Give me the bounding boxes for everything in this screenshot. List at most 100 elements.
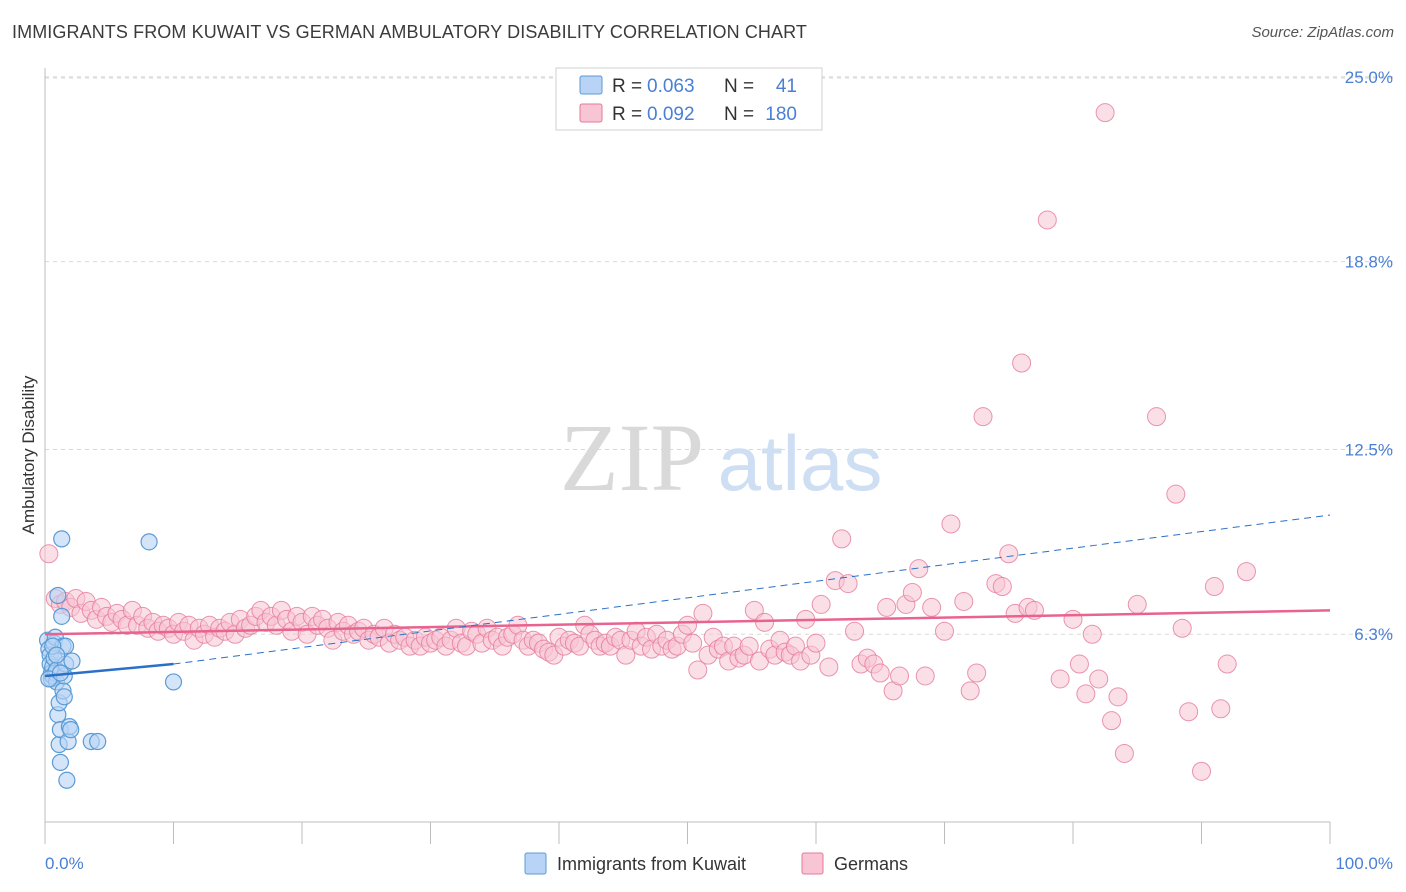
x-tick-label: 100.0% — [1335, 854, 1393, 873]
data-point-germans — [954, 591, 974, 611]
data-point-germans — [890, 666, 910, 686]
x-tick-labels: 0.0% 100.0% — [45, 854, 1393, 873]
data-point-germans — [39, 544, 59, 564]
data-point-germans — [1102, 711, 1122, 731]
data-point-germans — [1082, 624, 1102, 644]
data-point-kuwait — [89, 732, 107, 751]
data-point-germans — [1037, 210, 1057, 230]
watermark: ZIP atlas — [560, 404, 882, 511]
y-tick-label: 12.5% — [1345, 440, 1393, 459]
data-point-germans — [1063, 609, 1083, 629]
data-point-germans — [1172, 618, 1192, 638]
data-point-germans — [909, 559, 929, 579]
chart-title: IMMIGRANTS FROM KUWAIT VS GERMAN AMBULAT… — [12, 22, 807, 42]
data-point-germans — [1166, 484, 1186, 504]
y-tick-label: 18.8% — [1345, 253, 1393, 272]
gridlines — [45, 76, 1395, 635]
data-point-germans — [1179, 702, 1199, 722]
legend-swatch-germans — [801, 852, 824, 875]
data-point-germans — [973, 407, 993, 427]
data-point-kuwait — [51, 753, 70, 771]
legend-swatch-kuwait — [524, 852, 547, 875]
data-point-germans — [1114, 743, 1134, 763]
data-point-germans — [941, 514, 961, 534]
data-point-germans — [755, 612, 775, 632]
axes — [44, 68, 1331, 844]
legend-r-value: 0.092 — [647, 104, 695, 125]
data-point-germans — [811, 594, 831, 614]
legend-n-value: 41 — [776, 76, 797, 97]
legend-n-value: 180 — [765, 104, 797, 125]
data-point-kuwait — [53, 607, 71, 625]
data-point-germans — [870, 663, 890, 683]
data-point-kuwait — [58, 771, 76, 789]
legend-r-label: R = — [612, 76, 642, 97]
data-point-germans — [922, 597, 942, 617]
data-point-germans — [1211, 699, 1231, 719]
kuwait-points — [38, 530, 183, 789]
data-point-germans — [819, 657, 839, 677]
x-tick-label: 0.0% — [45, 854, 84, 873]
data-point-germans — [838, 574, 858, 594]
data-point-germans — [992, 577, 1012, 597]
legend-stats-swatch-blue — [579, 75, 603, 95]
legend-r-label: R = — [612, 104, 642, 125]
data-point-germans — [1012, 353, 1032, 373]
legend-n-label: N = — [724, 76, 754, 97]
data-point-germans — [1069, 654, 1089, 674]
data-point-germans — [1217, 654, 1237, 674]
data-point-germans — [999, 544, 1019, 564]
data-point-germans — [806, 633, 826, 653]
data-point-kuwait — [55, 688, 73, 706]
y-tick-label: 6.3% — [1354, 625, 1393, 644]
data-point-kuwait — [63, 652, 81, 670]
data-point-germans — [683, 633, 703, 653]
trend-line-kuwait — [44, 662, 174, 678]
data-point-germans — [935, 621, 954, 641]
data-point-germans — [832, 529, 852, 549]
data-point-germans — [678, 615, 697, 635]
y-tick-labels: 6.3% 12.5% 18.8% 25.0% — [1345, 68, 1393, 644]
trend-line-germans — [44, 609, 1331, 636]
legend-n-label: N = — [724, 104, 754, 125]
data-point-kuwait — [62, 721, 80, 739]
data-point-germans — [1192, 761, 1211, 781]
data-point-germans — [1050, 669, 1070, 689]
data-point-kuwait — [164, 673, 183, 691]
data-point-germans — [1095, 103, 1115, 123]
germans-points — [39, 103, 1256, 781]
data-point-germans — [902, 583, 922, 603]
legend-label-kuwait: Immigrants from Kuwait — [557, 854, 746, 874]
trend-line-kuwait-dashed — [173, 514, 1331, 665]
data-point-germans — [1089, 669, 1109, 689]
data-point-germans — [967, 663, 987, 683]
watermark-atlas: atlas — [718, 419, 883, 507]
data-point-germans — [688, 660, 708, 680]
data-point-germans — [693, 603, 713, 623]
data-point-kuwait — [140, 533, 158, 551]
legend-stats: R = 0.063 N = 41 R = 0.092 N = 180 — [555, 67, 823, 131]
data-point-kuwait — [49, 586, 67, 605]
data-point-germans — [960, 681, 980, 701]
trend-lines — [44, 514, 1331, 678]
data-point-germans — [1236, 562, 1256, 582]
source-label: Source: ZipAtlas.com — [1251, 24, 1394, 41]
data-point-germans — [915, 666, 935, 686]
data-point-germans — [1076, 684, 1096, 704]
data-point-germans — [1108, 687, 1128, 707]
legend: Immigrants from Kuwait Germans — [524, 852, 908, 875]
data-point-germans — [1147, 407, 1167, 427]
legend-label-germans: Germans — [834, 854, 908, 874]
legend-stats-swatch-pink — [579, 103, 603, 123]
data-point-germans — [1127, 594, 1147, 614]
data-point-germans — [845, 621, 865, 641]
data-point-kuwait — [53, 530, 71, 548]
y-tick-label: 25.0% — [1345, 68, 1393, 87]
watermark-zip: ZIP — [560, 404, 704, 511]
y-axis-label: Ambulatory Disability — [19, 375, 38, 534]
data-point-germans — [739, 636, 759, 656]
data-point-kuwait — [47, 646, 66, 664]
data-point-germans — [1204, 577, 1224, 597]
data-point-germans — [877, 597, 897, 617]
